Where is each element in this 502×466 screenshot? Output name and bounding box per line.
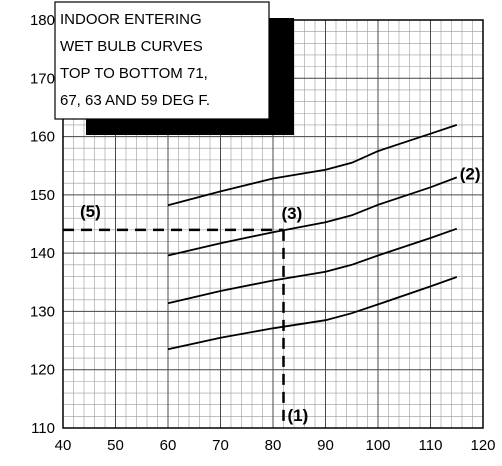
x-tick-label: 60 (160, 437, 177, 454)
x-tick-label: 90 (317, 437, 334, 454)
x-axis-ticks: 40 50 60 70 80 90 100 110 120 (55, 437, 496, 454)
callout-label: (1) (288, 406, 309, 425)
callout-label: (3) (282, 204, 303, 223)
series-line-4 (167, 276, 458, 351)
y-tick-label: 130 (30, 303, 55, 320)
y-axis-ticks: 110 120 130 140 150 160 170 180 (30, 12, 55, 437)
y-tick-label: 170 (30, 70, 55, 87)
note-text-line: INDOOR ENTERING (60, 11, 202, 28)
x-tick-label: 40 (55, 437, 72, 454)
y-tick-label: 140 (30, 245, 55, 262)
y-tick-label: 180 (30, 12, 55, 29)
x-tick-label: 80 (265, 437, 282, 454)
x-tick-label: 100 (365, 437, 390, 454)
series-line-1 (167, 124, 458, 207)
note-text-line: TOP TO BOTTOM 71, (60, 65, 208, 82)
x-tick-label: 120 (470, 437, 495, 454)
x-tick-label: 70 (212, 437, 229, 454)
note-text-line: 67, 63 AND 59 DEG F. (60, 92, 210, 109)
note-box-panel (54, 1, 270, 120)
series-line-3 (167, 227, 458, 305)
callout-label: (2) (460, 164, 481, 183)
x-tick-label: 50 (107, 437, 124, 454)
callout-label: (5) (80, 202, 101, 221)
callouts: (1) (2) (3) (5) (80, 164, 481, 425)
y-tick-label: 110 (31, 420, 55, 437)
note-box: INDOOR ENTERING WET BULB CURVES TOP TO BOT… (54, 1, 294, 135)
y-tick-label: 120 (30, 362, 55, 379)
series-lines (167, 124, 458, 351)
reference-lines (63, 228, 285, 428)
x-tick-label: 110 (419, 437, 443, 454)
y-tick-label: 150 (30, 187, 55, 204)
note-text-line: WET BULB CURVES (60, 38, 203, 55)
y-tick-label: 160 (30, 129, 55, 146)
series-line-2 (167, 176, 458, 257)
